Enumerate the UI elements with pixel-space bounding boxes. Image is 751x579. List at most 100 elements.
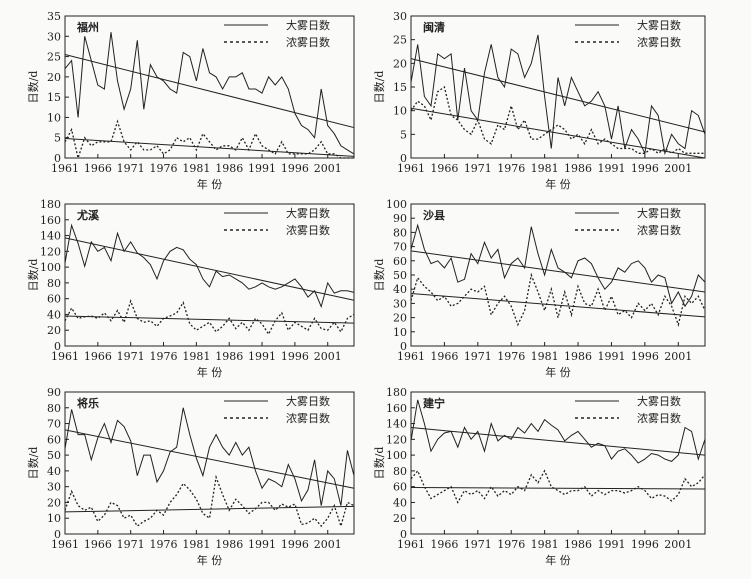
y-tick-label: 40 <box>47 308 61 321</box>
x-tick-label: 1981 <box>531 350 559 363</box>
y-tick-label: 20 <box>393 512 407 525</box>
y-tick-label: 70 <box>393 241 407 254</box>
x-axis-title: 年 份 <box>545 365 571 379</box>
y-tick-label: 60 <box>47 293 61 306</box>
y-tick-label: 100 <box>386 198 407 211</box>
chart-panel-2: 0 5 10 15 20 25 30 1961 1966 1971 1976 1981 1986 1991… <box>373 10 706 191</box>
x-tick-label: 1966 <box>430 538 458 551</box>
y-axis-title: 日数/d <box>27 71 40 104</box>
x-tick-label: 1986 <box>215 162 243 175</box>
y-tick-label: 40 <box>47 465 61 478</box>
x-tick-label: 1976 <box>150 162 178 175</box>
y-tick-label: 0 <box>400 340 407 353</box>
heavy-fog-series-line <box>410 34 706 156</box>
y-tick-label: 180 <box>386 386 407 399</box>
x-tick-label: 1986 <box>215 350 243 363</box>
x-tick-label: 1991 <box>597 538 625 551</box>
y-tick-label: 180 <box>40 198 61 211</box>
x-tick-label: 1986 <box>564 350 592 363</box>
plot-frame <box>410 391 706 535</box>
x-tick-label: 1971 <box>117 162 145 175</box>
y-tick-label: 20 <box>47 324 61 337</box>
x-tick-label: 1961 <box>397 350 425 363</box>
x-tick-label: 1991 <box>248 538 276 551</box>
legend-heavy-label: 大雾日数 <box>637 18 681 32</box>
plot-frame <box>64 203 355 347</box>
y-tick-label: 15 <box>47 91 61 104</box>
x-tick-label: 1971 <box>117 350 145 363</box>
y-tick-label: 60 <box>47 433 61 446</box>
y-tick-label: 160 <box>386 402 407 415</box>
y-tick-label: 5 <box>400 128 407 141</box>
y-tick-label: 0 <box>54 340 61 353</box>
y-tick-label: 30 <box>393 10 407 23</box>
y-tick-label: 140 <box>386 418 407 431</box>
dense-fog-trend-line <box>64 505 355 513</box>
legend-dense-label: 浓雾日数 <box>637 224 681 237</box>
y-tick-label: 0 <box>54 152 61 165</box>
dense-fog-series-line <box>64 299 355 336</box>
x-tick-label: 1966 <box>430 350 458 363</box>
y-tick-label: 25 <box>47 51 61 64</box>
x-tick-label: 1961 <box>397 538 425 551</box>
y-tick-label: 20 <box>393 312 407 325</box>
x-tick-label: 2001 <box>664 350 692 363</box>
x-tick-label: 1961 <box>51 162 79 175</box>
legend-dense-label: 浓雾日数 <box>286 36 330 49</box>
y-tick-label: 10 <box>47 111 61 124</box>
x-tick-label: 1976 <box>497 350 525 363</box>
legend-heavy-label: 大雾日数 <box>286 206 330 220</box>
x-tick-label: 1986 <box>564 162 592 175</box>
dense-fog-trend-line <box>410 486 706 490</box>
legend-dense-label: 浓雾日数 <box>637 36 681 49</box>
x-tick-label: 1976 <box>497 538 525 551</box>
x-tick-label: 2001 <box>664 538 692 551</box>
dense-fog-series-line <box>64 474 355 529</box>
y-tick-label: 25 <box>393 34 407 47</box>
x-tick-label: 2001 <box>314 350 342 363</box>
y-tick-label: 15 <box>393 81 407 94</box>
y-tick-label: 80 <box>393 226 407 239</box>
heavy-fog-trend-line <box>64 54 355 129</box>
y-tick-label: 10 <box>47 512 61 525</box>
y-tick-label: 50 <box>47 449 61 462</box>
station-name: 建宁 <box>423 396 445 410</box>
x-tick-label: 1991 <box>248 162 276 175</box>
x-tick-label: 2001 <box>664 162 692 175</box>
y-tick-label: 120 <box>386 433 407 446</box>
y-tick-label: 80 <box>47 277 61 290</box>
plot-frame <box>64 15 355 159</box>
legend-heavy-label: 大雾日数 <box>286 18 330 32</box>
y-tick-label: 60 <box>393 481 407 494</box>
y-axis-title: 日数/d <box>27 259 40 292</box>
x-tick-label: 1996 <box>631 350 659 363</box>
chart-panel-3: 0 20 40 60 80 100 120 140 160 180 1961 1966 1971 1976… <box>27 198 355 379</box>
x-tick-label: 1966 <box>84 162 112 175</box>
y-tick-label: 50 <box>393 269 407 282</box>
y-tick-label: 60 <box>393 255 407 268</box>
x-tick-label: 1981 <box>531 538 559 551</box>
y-tick-label: 40 <box>393 283 407 296</box>
y-tick-label: 10 <box>393 326 407 339</box>
heavy-fog-series-line <box>64 32 355 155</box>
y-tick-label: 10 <box>393 105 407 118</box>
chart-panel-6: 0 20 40 60 80 100 120 140 160 180 1961 1966 1971 1976… <box>373 386 706 567</box>
y-axis-title: 日数/d <box>373 259 386 292</box>
dense-fog-trend-line <box>64 138 355 157</box>
x-tick-label: 1976 <box>150 350 178 363</box>
chart-panel-5: 0 10 20 30 40 50 60 70 80 90 1961 1966 1971 1976 1981 1… <box>27 386 355 567</box>
heavy-fog-series-line <box>64 407 355 506</box>
y-tick-label: 90 <box>47 386 61 399</box>
x-tick-label: 1966 <box>430 162 458 175</box>
y-axis-title: 日数/d <box>27 447 40 480</box>
x-tick-label: 2001 <box>314 538 342 551</box>
x-tick-label: 1971 <box>464 162 492 175</box>
station-name: 闽清 <box>423 20 445 34</box>
y-tick-label: 0 <box>54 528 61 541</box>
